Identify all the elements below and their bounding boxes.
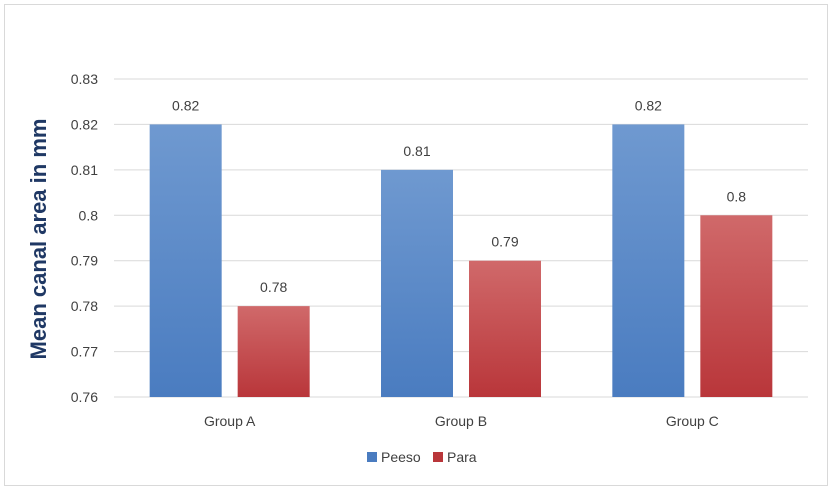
data-label: 0.8	[727, 188, 747, 204]
category-label: Group C	[666, 413, 719, 429]
y-tick-label: 0.79	[71, 253, 98, 269]
y-tick-label: 0.82	[71, 116, 98, 132]
category-label: Group A	[204, 413, 256, 429]
data-label: 0.79	[491, 234, 518, 250]
y-tick-label: 0.81	[71, 162, 98, 178]
y-tick-label: 0.76	[71, 389, 98, 405]
data-label: 0.78	[260, 279, 287, 295]
bar-para-group-a	[237, 306, 310, 397]
y-axis-title: Mean canal area in mm	[26, 119, 51, 360]
data-label: 0.82	[635, 97, 662, 113]
data-label: 0.81	[403, 143, 430, 159]
bar-peeso-group-c	[612, 124, 685, 397]
y-tick-label: 0.8	[79, 207, 99, 223]
bars	[149, 124, 773, 397]
bar-para-group-b	[469, 260, 541, 397]
legend: Peeso Para	[367, 449, 477, 465]
y-tick-label: 0.78	[71, 298, 98, 314]
y-tick-label: 0.83	[71, 71, 98, 87]
y-tick-label: 0.77	[71, 344, 98, 360]
legend-label-peeso: Peeso	[381, 449, 421, 465]
y-axis-ticks: 0.76 0.77 0.78 0.79 0.8 0.81 0.82 0.83	[71, 71, 98, 405]
data-label: 0.82	[172, 97, 199, 113]
legend-swatch-peeso	[367, 452, 377, 462]
gridlines	[114, 78, 808, 398]
bar-peeso-group-b	[381, 169, 453, 397]
legend-label-para: Para	[447, 449, 477, 465]
x-axis-categories: Group A Group B Group C	[204, 413, 719, 429]
bar-peeso-group-a	[149, 124, 222, 397]
legend-swatch-para	[433, 452, 443, 462]
category-label: Group B	[435, 413, 487, 429]
bar-para-group-c	[700, 215, 773, 397]
data-labels: 0.82 0.78 0.81 0.79 0.82 0.8	[172, 97, 746, 295]
